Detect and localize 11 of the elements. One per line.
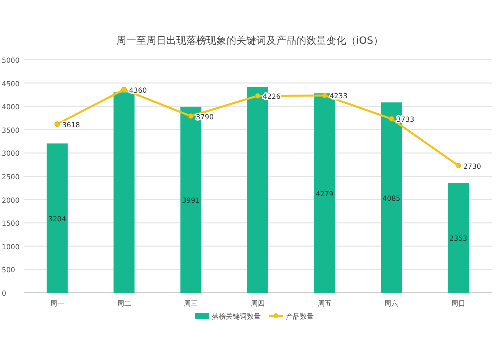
point xyxy=(54,122,60,128)
chart-title: 周一至周日出现落榜现象的关键词及产品的数量变化（iOS） xyxy=(116,35,384,47)
point xyxy=(122,87,128,93)
point xyxy=(388,116,394,122)
point xyxy=(255,93,261,99)
bar xyxy=(114,92,135,293)
bar xyxy=(46,144,68,293)
point xyxy=(188,114,194,120)
point xyxy=(322,92,328,98)
point xyxy=(456,163,462,169)
bar xyxy=(448,183,470,293)
